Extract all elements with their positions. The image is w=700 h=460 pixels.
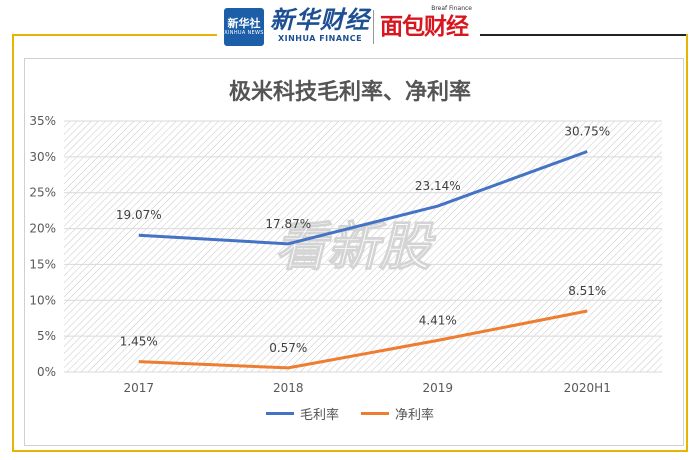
data-label: 0.57% — [269, 341, 307, 355]
data-label: 4.41% — [419, 313, 457, 327]
legend-label-gross: 毛利率 — [299, 408, 339, 423]
plot-area — [64, 121, 662, 372]
y-tick-label: 5% — [37, 329, 56, 343]
series-line — [138, 309, 588, 370]
y-tick-label: 10% — [29, 293, 56, 307]
data-label: 23.14% — [415, 179, 461, 193]
y-tick-label: 15% — [29, 257, 56, 271]
chart-title: 极米科技毛利率、净利率 — [228, 80, 471, 105]
data-label: 17.87% — [265, 217, 311, 231]
watermark-text: 看新股 — [275, 218, 437, 278]
y-tick-label: 35% — [29, 114, 56, 128]
header-line-right — [480, 34, 688, 36]
x-tick-label: 2020H1 — [564, 381, 611, 395]
xinhua-logo: 新华社 XINHUA NEWS — [224, 8, 264, 46]
legend-swatch-gross — [265, 412, 294, 415]
legend-label-net: 净利率 — [395, 408, 435, 423]
y-tick-label: 0% — [37, 365, 56, 379]
series-line — [138, 150, 588, 246]
page-frame — [12, 34, 688, 452]
x-tick-label: 2019 — [422, 381, 453, 395]
legend-swatch-net — [361, 412, 389, 415]
data-label: 8.51% — [568, 284, 606, 298]
mianbao-finance-brand: Breaf Finance 面包财经 — [380, 5, 472, 40]
header: 新华社 XINHUA NEWS 新华财经 XINHUA FINANCE Brea… — [0, 0, 700, 52]
y-tick-label: 30% — [29, 150, 56, 164]
data-label: 1.45% — [120, 335, 158, 349]
brand-divider — [373, 10, 374, 44]
legend-item-net: 净利率 — [361, 404, 434, 423]
legend-item-gross: 毛利率 — [265, 404, 339, 423]
chart-legend: 毛利率 净利率 — [0, 404, 700, 423]
data-label: 30.75% — [564, 124, 610, 138]
header-line-left — [12, 34, 217, 36]
x-tick-label: 2017 — [123, 381, 154, 395]
xinhua-finance-brand: 新华财经 XINHUA FINANCE — [270, 5, 370, 44]
y-tick-label: 25% — [29, 186, 56, 200]
y-tick-label: 20% — [29, 222, 56, 236]
data-label: 19.07% — [116, 208, 162, 222]
x-tick-label: 2018 — [273, 381, 304, 395]
